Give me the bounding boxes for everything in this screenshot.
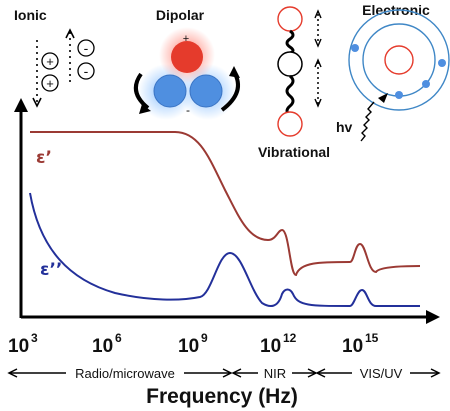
ionic-arrow-up-head [65,28,75,39]
electronic-mechanism: Electronic hv [336,2,450,142]
electron-icon [438,59,446,67]
band-visuv-label: VIS/UV [360,366,403,381]
dipole-negative-sign: - [186,103,190,117]
ionic-mechanism: Ionic + + - - [14,7,95,108]
svg-text:+: + [46,76,54,91]
electron-icon [395,91,403,99]
epsilon-imag-label: ε’’ [40,260,62,280]
electron-icon [422,80,430,88]
ionic-arrow-down-head [32,97,42,108]
spectral-bands: Radio/microwave NIR VIS/UV [7,364,441,381]
band-radio-label: Radio/microwave [75,366,175,381]
x-tick-label: 10 6 [92,331,122,357]
vibrational-mechanism: Vibrational [258,6,330,160]
svg-text:12: 12 [283,331,297,345]
svg-text:6: 6 [115,331,122,345]
atom-bottom-icon [277,111,303,137]
svg-text:15: 15 [365,331,379,345]
y-axis-arrowhead [14,98,28,112]
anion-icon [77,62,95,80]
epsilon-real-label: ε’ [36,148,52,168]
svg-text:-: - [84,40,89,56]
dipole-positive-sign: + [183,33,189,45]
anion-icon [77,39,95,57]
nucleus-icon [384,45,414,75]
oxygen-atom-icon [171,41,203,73]
svg-text:10: 10 [8,336,29,357]
vibrational-label: Vibrational [258,144,330,160]
photon-wave-icon [360,101,375,142]
svg-text:10: 10 [92,336,113,357]
bond-spring-icon [285,74,295,118]
electron-icon [351,44,359,52]
epsilon-imag-curve [29,192,420,308]
svg-text:3: 3 [31,331,38,345]
x-axis-title: Frequency (Hz) [146,385,298,408]
atom-middle-icon [277,51,303,77]
ionic-label: Ionic [14,7,47,23]
svg-text:-: - [84,63,89,79]
photon-label: hv [336,119,353,135]
cation-icon [41,74,59,92]
dipolar-label: Dipolar [156,7,205,23]
x-tick-label: 10 12 [260,331,297,357]
svg-text:10: 10 [260,336,281,357]
x-tick-label: 10 15 [342,331,379,357]
x-tick-label: 10 3 [8,331,38,357]
x-axis-arrowhead [426,310,440,324]
photon-arrowhead [378,93,388,103]
dipolar-mechanism: Dipolar + - [133,7,240,120]
hydrogen-atom-icon [189,74,223,108]
plot-axes [14,98,440,324]
outer-orbit-ring [348,9,450,111]
x-tick-label: 10 9 [178,331,208,357]
svg-text:+: + [46,54,54,69]
svg-text:10: 10 [342,336,363,357]
x-tick-labels: 10 3 10 6 10 9 10 12 10 15 [8,331,379,357]
bond-spring-icon [285,29,295,55]
svg-text:10: 10 [178,336,199,357]
atom-top-icon [277,6,303,32]
band-nir-label: NIR [264,366,286,381]
svg-text:9: 9 [201,331,208,345]
hydrogen-atom-icon [153,74,187,108]
rotation-arrow-left-icon [133,72,150,110]
cation-icon [41,52,59,70]
epsilon-real-curve [30,131,421,277]
